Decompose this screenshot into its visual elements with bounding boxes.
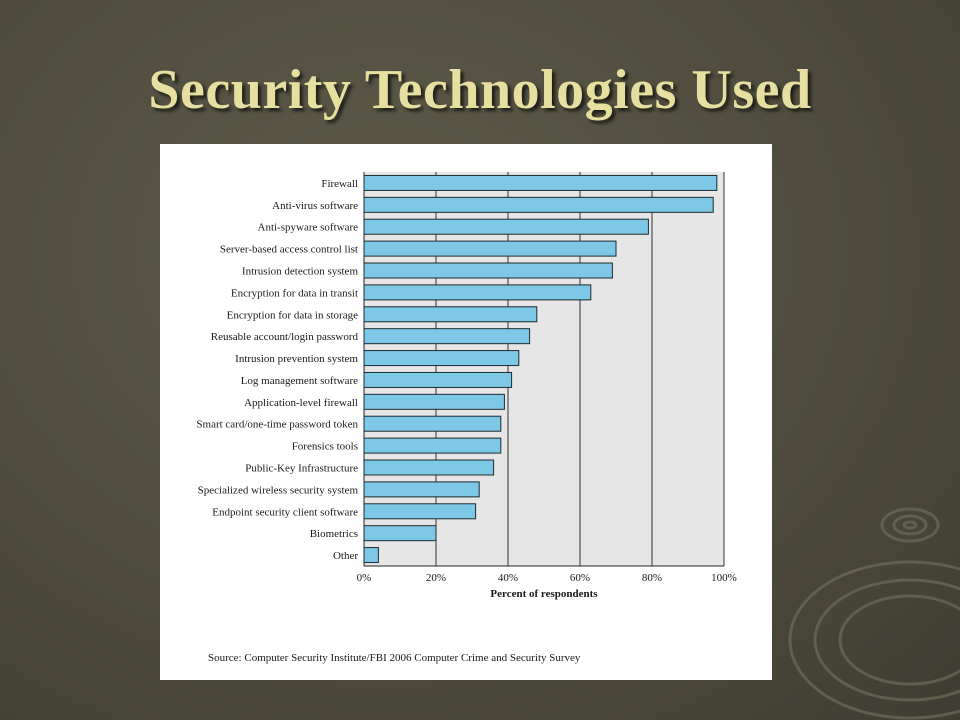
x-tick-label: 0% xyxy=(357,572,372,584)
bar xyxy=(363,196,714,213)
slide-title: Security Technologies Used xyxy=(148,59,812,121)
x-tick-label: 80% xyxy=(642,572,662,584)
category-label: Smart card/one-time password token xyxy=(196,419,358,431)
bar xyxy=(363,415,502,432)
bar xyxy=(363,503,477,520)
category-label: Application-level firewall xyxy=(244,397,358,409)
bar xyxy=(363,371,513,388)
bar xyxy=(363,306,538,323)
plot-area xyxy=(364,172,724,566)
source-note: Source: Computer Security Institute/FBI … xyxy=(208,652,581,664)
bar xyxy=(363,481,480,498)
bar xyxy=(363,393,505,410)
category-label: Server-based access control list xyxy=(220,244,358,256)
category-label: Anti-spyware software xyxy=(258,222,359,234)
bar xyxy=(363,437,502,454)
category-label: Anti-virus software xyxy=(272,200,358,212)
x-tick-label: 20% xyxy=(426,572,446,584)
bar xyxy=(363,547,379,564)
category-label: Intrusion detection system xyxy=(242,266,359,278)
bar xyxy=(363,525,437,542)
x-tick-label: 60% xyxy=(570,572,590,584)
category-label: Reusable account/login password xyxy=(211,331,359,343)
bar xyxy=(363,459,495,476)
x-tick-label: 100% xyxy=(711,572,737,584)
category-label: Encryption for data in transit xyxy=(231,287,358,299)
swirl-decoration xyxy=(788,507,960,720)
bar xyxy=(363,218,649,235)
category-label: Biometrics xyxy=(310,528,358,540)
category-label: Endpoint security client software xyxy=(212,506,358,518)
category-label: Encryption for data in storage xyxy=(227,309,358,321)
category-label: Intrusion prevention system xyxy=(235,353,358,365)
bar xyxy=(363,240,617,257)
bar xyxy=(363,350,520,367)
x-tick-label: 40% xyxy=(498,572,518,584)
bar xyxy=(363,174,718,191)
x-axis-title: Percent of respondents xyxy=(490,588,598,600)
chart-panel: 0% 20% 40% 60% 80% 100% Firewall Anti-virus sof… xyxy=(160,144,772,680)
bar xyxy=(363,284,592,301)
category-label: Log management software xyxy=(241,375,358,387)
bar xyxy=(363,262,613,279)
bar-chart: 0% 20% 40% 60% 80% 100% Firewall Anti-virus sof… xyxy=(196,172,737,600)
category-label: Firewall xyxy=(321,178,358,190)
category-label: Specialized wireless security system xyxy=(198,484,359,496)
category-label: Other xyxy=(333,550,358,562)
bar xyxy=(363,328,531,345)
category-label: Forensics tools xyxy=(292,441,358,453)
category-label: Public-Key Infrastructure xyxy=(245,463,358,475)
